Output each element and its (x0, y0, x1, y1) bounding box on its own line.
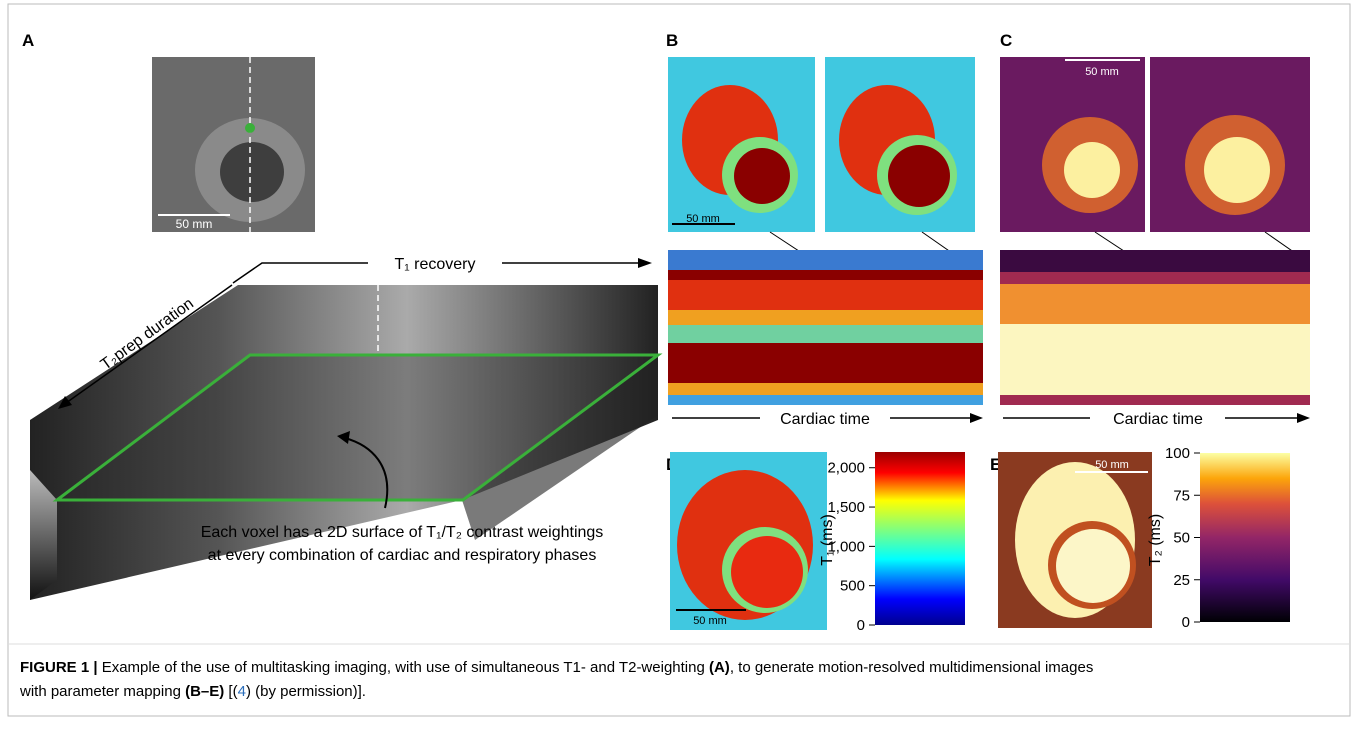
page: A 50 mm T₁ recovery T₂prep duration Each… (0, 0, 1358, 729)
map-region (734, 148, 790, 204)
band (1000, 395, 1310, 405)
band (668, 325, 983, 343)
t2-stripes (1000, 250, 1310, 405)
caption-part: (A) (709, 659, 730, 676)
tick-label: 1,500 (827, 499, 865, 516)
scale-label: 50 mm (1095, 459, 1129, 471)
caption-part: Example of the use of multitasking imagi… (98, 659, 709, 676)
colorbar-label: T₂ (ms) (1147, 514, 1164, 566)
map-region (1064, 142, 1120, 198)
band (668, 280, 983, 310)
map-region (731, 536, 803, 608)
axis-label: T₁ recovery (395, 256, 476, 273)
voxel-dot (245, 123, 255, 133)
scale-label: 50 mm (686, 213, 720, 225)
t1-stripes (668, 250, 983, 405)
tick-label: 0 (857, 617, 865, 634)
tick-label: 0 (1182, 614, 1190, 631)
note: at every combination of cardiac and resp… (208, 547, 597, 564)
map-region (888, 145, 950, 207)
panel-label: B (666, 31, 678, 50)
colorbar (875, 452, 965, 625)
caption-part: [( (224, 683, 237, 700)
band (668, 250, 983, 270)
band (1000, 272, 1310, 284)
map-region (1056, 529, 1130, 603)
reference-link[interactable]: 4 (238, 683, 246, 700)
panel-label: A (22, 31, 34, 50)
colorbar-label: T₁ (ms) (819, 514, 836, 566)
axis-label: Cardiac time (780, 411, 870, 428)
caption: with parameter mapping (B–E) [(4) (by pe… (19, 683, 366, 700)
caption: FIGURE 1 | Example of the use of multita… (20, 659, 1093, 676)
scale-label: 50 mm (1085, 66, 1119, 78)
band (668, 383, 983, 395)
caption-part: ) (by permission)]. (246, 683, 366, 700)
figure: A 50 mm T₁ recovery T₂prep duration Each… (0, 0, 1358, 724)
tick-label: 100 (1165, 445, 1190, 462)
band (668, 395, 983, 405)
t2-maps (1000, 57, 1310, 232)
band (1000, 250, 1310, 272)
tick-label: 25 (1173, 572, 1190, 589)
band (668, 310, 983, 325)
caption-part: with parameter mapping (19, 683, 185, 700)
panel-label: C (1000, 31, 1012, 50)
note: Each voxel has a 2D surface of T₁/T₂ con… (201, 524, 604, 541)
tick-label: 2,000 (827, 460, 865, 477)
heart-inner (220, 142, 284, 202)
map-region (1204, 137, 1270, 203)
axis-label: Cardiac time (1113, 411, 1203, 428)
tick-label: 75 (1173, 487, 1190, 504)
colorbar (1200, 453, 1290, 622)
caption-part: , to generate motion-resolved multidimen… (730, 659, 1094, 676)
scale-label: 50 mm (176, 217, 213, 231)
tick-label: 500 (840, 578, 865, 595)
scale-label: 50 mm (693, 615, 727, 627)
caption-part: FIGURE 1 | (20, 659, 98, 676)
tick-label: 50 (1173, 530, 1190, 547)
caption-part: (B–E) (185, 683, 224, 700)
band (1000, 284, 1310, 324)
